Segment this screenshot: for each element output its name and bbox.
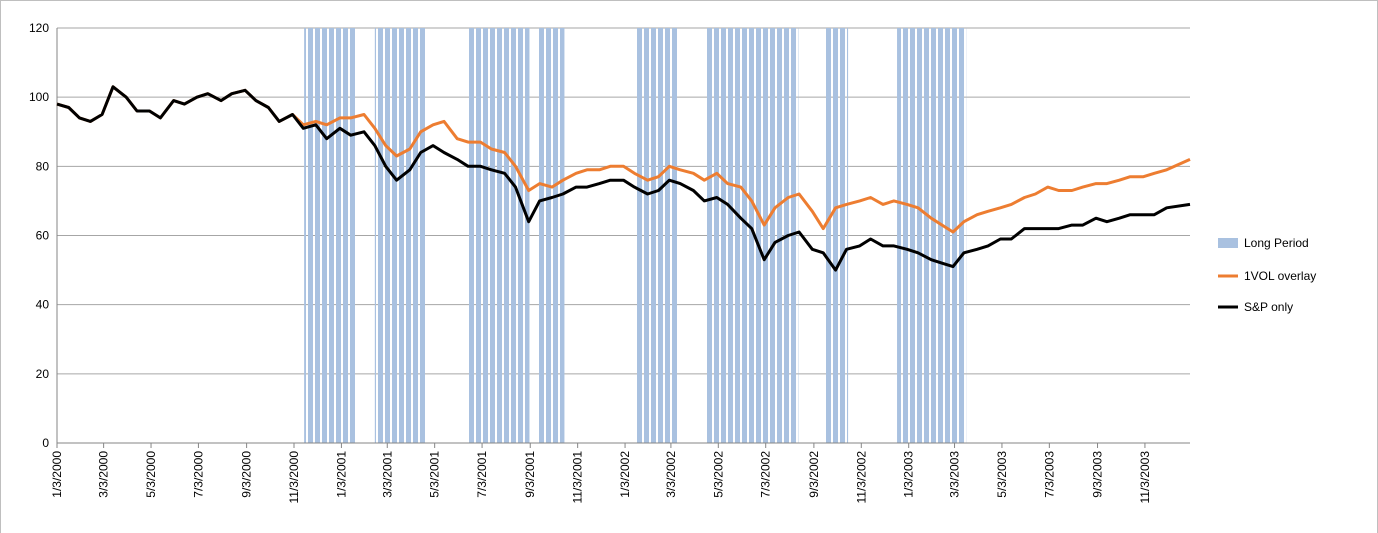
x-tick-label: 9/3/2001 — [523, 451, 537, 498]
long-period — [824, 28, 849, 443]
x-tick-label: 5/3/2001 — [428, 451, 442, 498]
x-tick-label: 9/3/2000 — [240, 451, 254, 498]
x-tick-label: 5/3/2002 — [711, 451, 725, 498]
y-tick-label: 20 — [36, 367, 50, 381]
x-tick-label: 1/3/2002 — [618, 451, 632, 498]
x-tick-label: 9/3/2003 — [1091, 451, 1105, 498]
x-tick-label: 11/3/2003 — [1138, 451, 1152, 504]
x-tick-label: 5/3/2003 — [995, 451, 1009, 498]
x-tick-label: 3/3/2001 — [380, 451, 394, 498]
long-period — [374, 28, 427, 443]
long-period — [897, 28, 967, 443]
y-tick-label: 80 — [36, 159, 50, 173]
x-tick-label: 7/3/2002 — [759, 451, 773, 498]
x-tick-label: 5/3/2000 — [144, 451, 158, 498]
x-tick-label: 7/3/2001 — [475, 451, 489, 498]
y-tick-label: 0 — [42, 436, 49, 450]
legend-label: Long Period — [1244, 236, 1309, 250]
x-tick-label: 11/3/2002 — [854, 451, 868, 504]
x-tick-label: 1/3/2003 — [902, 451, 916, 498]
long-period — [538, 28, 565, 443]
long-period — [635, 28, 679, 443]
x-tick-label: 9/3/2002 — [807, 451, 821, 498]
x-tick-label: 3/3/2000 — [97, 451, 111, 498]
line-series — [56, 85, 1191, 272]
x-tick-label: 11/3/2001 — [571, 451, 585, 504]
x-tick-label: 7/3/2003 — [1042, 451, 1056, 498]
y-tick-label: 120 — [29, 21, 49, 35]
y-tick-label: 60 — [36, 229, 50, 243]
legend-swatch — [1218, 238, 1238, 248]
x-tick-label: 3/3/2002 — [664, 451, 678, 498]
legend-label: 1VOL overlay — [1244, 269, 1316, 283]
y-tick-label: 100 — [29, 90, 49, 104]
long-period — [304, 28, 356, 443]
long-period — [705, 28, 799, 443]
x-tick-label: 1/3/2001 — [334, 451, 348, 498]
x-tick-label: 3/3/2003 — [948, 451, 962, 498]
line-series — [56, 85, 1191, 234]
long-period — [468, 28, 530, 443]
x-tick-label: 11/3/2000 — [287, 451, 301, 504]
legend-label: S&P only — [1244, 300, 1293, 314]
x-tick-label: 7/3/2000 — [191, 451, 205, 498]
x-tick-label: 1/3/2000 — [50, 451, 64, 498]
y-tick-label: 40 — [36, 298, 50, 312]
